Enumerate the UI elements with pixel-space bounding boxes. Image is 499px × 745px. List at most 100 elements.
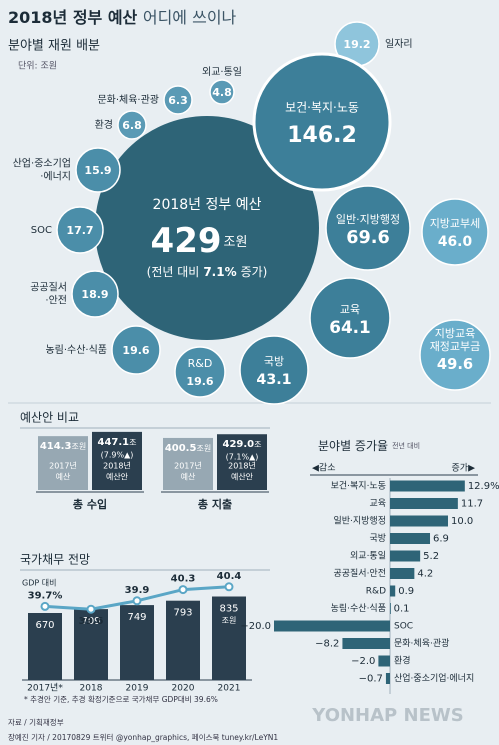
comparison-bar (38, 436, 88, 490)
comparison-unit: 조 (129, 437, 136, 446)
bubble-value: 43.1 (256, 372, 291, 388)
bubble-label: 문화·체육·관광 (97, 94, 159, 106)
growth-value: 11.7 (461, 499, 483, 510)
bubble (309, 277, 391, 359)
bubble-value: 6.8 (122, 119, 142, 132)
debt-value: 835 (219, 604, 238, 615)
debt-bar (28, 613, 62, 680)
growth-bar (390, 515, 448, 527)
bubble-value: 69.6 (346, 228, 390, 248)
bubble (71, 270, 119, 318)
bubble-label: 보건·복지·노동 (285, 101, 359, 115)
comparison-number: 414.3 (40, 441, 72, 452)
ratio-point (132, 596, 142, 606)
ratio-point (86, 604, 96, 614)
bubble-label: 농림·수산·식품 (45, 344, 107, 356)
growth-value: −0.7 (359, 674, 383, 685)
comparison-year: 예산 (56, 472, 71, 482)
bubble-label: 일반·지방행정 (336, 212, 400, 226)
bubble-value: 18.9 (81, 288, 108, 301)
growth-bar (390, 585, 396, 597)
bubble (117, 110, 147, 140)
ratio-point (40, 601, 50, 611)
growth-bar (390, 480, 465, 492)
bubble-label: SOC (31, 225, 52, 236)
comparison-group: 총 수입 (73, 497, 107, 511)
debt-unit: 조원 (222, 616, 237, 625)
comparison-number: 447.1 (97, 437, 129, 448)
growth-value: 5.2 (423, 551, 439, 562)
bubble-label: 일자리 (385, 38, 413, 50)
bubble (209, 79, 235, 105)
growth-category: 농림·수산·식품 (331, 602, 386, 614)
title-strong: 2018년 정부 예산 어디에 쓰이나 (8, 8, 237, 27)
source: 자료 / 기획재정부 (8, 717, 64, 727)
comparison-year: 2018년 (228, 461, 256, 471)
debt-category: 2020 (172, 684, 195, 694)
ratio-label: 39.6 (79, 616, 104, 627)
growth-category: 국방 (369, 533, 386, 544)
debt-category: 2021 (218, 684, 241, 694)
comparison-number: 400.5 (165, 443, 197, 454)
bubble-value: 146.2 (287, 123, 357, 148)
center-number: 429 (151, 221, 222, 261)
growth-title: 분야별 증가율 전년 대비 (318, 439, 420, 453)
growth-category: R&D (366, 587, 386, 597)
debt-value: 749 (127, 612, 146, 623)
comparison-year: 예산안 (231, 472, 254, 482)
bubble-label: 외교·통일 (202, 66, 242, 78)
growth-value: 6.9 (433, 534, 449, 545)
bubble-label: 지방교육 (435, 327, 475, 340)
growth-subtitle: 전년 대비 (392, 441, 420, 450)
growth-category: 환경 (394, 655, 411, 667)
growth-bar (385, 673, 390, 684)
growth-increase: 증가▶ (452, 463, 476, 474)
bubble (421, 198, 489, 266)
growth-value: 0.1 (394, 604, 410, 615)
debt-bar (120, 605, 154, 680)
bubble (174, 346, 226, 398)
comparison-unit: 조원 (71, 442, 86, 451)
debt-category: 2018 (80, 684, 103, 694)
comparison-change: (7.1%▲) (226, 453, 259, 462)
bubble-label: ·안전 (45, 295, 67, 307)
bubble (111, 325, 161, 375)
growth-category: 산업·중소기업·에너지 (394, 673, 474, 684)
bubble-value: 19.2 (343, 38, 370, 51)
bubble-label: 환경 (95, 118, 113, 131)
growth-category: 교육 (369, 498, 386, 509)
debt-value: 793 (173, 608, 192, 619)
growth-category: 일반·지방행정 (333, 515, 386, 527)
comparison-year: 2017년 (174, 461, 202, 471)
comparison-bar (163, 437, 213, 490)
bubble-value: 19.6 (122, 344, 149, 357)
growth-value: −20.0 (240, 621, 271, 632)
bubble-value: 19.6 (186, 375, 213, 388)
debt-bar (74, 609, 108, 680)
bubble (56, 206, 104, 254)
growth-bar (390, 533, 431, 544)
comparison-change: (7.9%▲) (101, 450, 134, 459)
growth-category: 공공질서·안전 (333, 567, 386, 579)
comparison-group: 총 지출 (198, 497, 232, 511)
ratio-label: 39.7% (28, 590, 63, 601)
ratio-label: 40.4 (217, 571, 242, 582)
bubble-label: R&D (188, 357, 213, 370)
growth-value: 12.9% (468, 481, 499, 492)
comparison-year: 2018년 (103, 461, 131, 471)
growth-title-text: 분야별 증가율 (318, 439, 388, 453)
bubble-label: 공공질서 (30, 282, 67, 294)
ratio-point (178, 585, 188, 595)
growth-value: 0.9 (398, 586, 414, 597)
debt-note: * 추경안 기준, 추경 확정기준으로 국가채무 GDP대비 39.6% (24, 694, 218, 704)
bubble-value: 15.9 (84, 164, 111, 177)
comparison-year: 예산안 (106, 472, 129, 482)
debt-value: 709 (81, 616, 100, 627)
center-value: 429 조원 (151, 221, 248, 261)
debt-category: 2019 (126, 684, 149, 694)
ratio-point (224, 582, 234, 592)
comparison-value: 429.0조 (222, 439, 261, 450)
growth-bar (390, 568, 415, 579)
ratio-label: 39.9 (125, 585, 150, 596)
growth-value: −8.2 (315, 639, 339, 650)
